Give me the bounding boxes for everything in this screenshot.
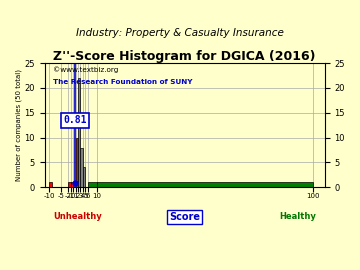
Text: Score: Score: [169, 212, 200, 222]
Bar: [97, 182, 313, 187]
Text: Unhealthy: Unhealthy: [53, 212, 102, 221]
Bar: [76, 138, 78, 187]
Bar: [87, 182, 97, 187]
Bar: [80, 147, 83, 187]
Y-axis label: Number of companies (50 total): Number of companies (50 total): [15, 69, 22, 181]
Bar: [78, 78, 80, 187]
Text: ©www.textbiz.org: ©www.textbiz.org: [53, 67, 118, 73]
Bar: [71, 182, 73, 187]
Bar: [49, 182, 52, 187]
Text: Industry: Property & Casualty Insurance: Industry: Property & Casualty Insurance: [76, 28, 284, 38]
Title: Z''-Score Histogram for DGICA (2016): Z''-Score Histogram for DGICA (2016): [53, 50, 316, 63]
Text: Healthy: Healthy: [279, 212, 316, 221]
Text: 0.81: 0.81: [63, 115, 87, 125]
Bar: [68, 182, 71, 187]
Text: The Research Foundation of SUNY: The Research Foundation of SUNY: [53, 79, 192, 85]
Bar: [83, 167, 85, 187]
